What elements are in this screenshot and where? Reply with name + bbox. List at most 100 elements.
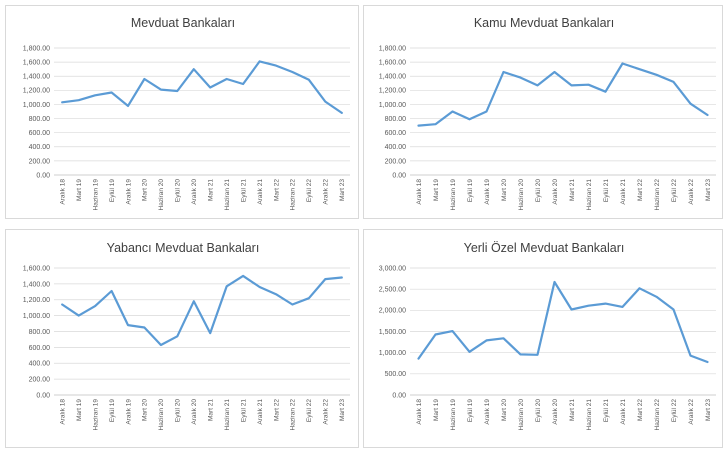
x-tick-label: Haziran 19: [450, 179, 457, 211]
x-tick-label: Haziran 21: [586, 179, 593, 211]
x-tick-label: Haziran 21: [224, 179, 231, 211]
x-tick-label: Eylül 21: [603, 179, 610, 203]
x-tick-label: Eylül 20: [535, 179, 542, 203]
series-line: [417, 280, 709, 364]
y-tick-label: 2,000.00: [379, 308, 406, 315]
x-tick-label: Eylül 21: [240, 179, 247, 203]
chart-panel-kamu: Kamu Mevduat Bankaları 0.00 200.00 400.00 60…: [363, 5, 723, 219]
x-tick-label: Haziran 20: [158, 179, 165, 211]
x-tick-label: Aralık 19: [484, 399, 491, 425]
chart-panel-yerli-ozel: Yerli Özel Mevduat Bankaları 0.00 500.00 1,…: [363, 229, 723, 448]
series-line: [61, 60, 343, 115]
y-tick-label: 1,600.00: [379, 60, 406, 67]
x-tick-label: Eylül 19: [467, 179, 474, 203]
x-tick-label: Eylül 22: [306, 399, 313, 423]
x-tick-label: Mart 21: [569, 399, 576, 421]
x-tick-label: Eylül 20: [175, 399, 182, 423]
x-tick-label: Mart 22: [637, 179, 644, 201]
y-tick-label: 600.00: [29, 130, 51, 137]
x-tick-label: Aralık 22: [688, 179, 695, 205]
x-tick-label: Eylül 19: [467, 399, 474, 423]
x-tick-label: Mart 19: [76, 179, 83, 201]
x-tick-label: Haziran 19: [450, 399, 457, 431]
x-tick-label: Mart 19: [76, 399, 83, 421]
chart-panel-mevduat: Mevduat Bankaları 0.00 200.00 400.00 600.00 8…: [5, 5, 359, 219]
x-tick-label: Haziran 20: [518, 399, 525, 431]
x-tick-label: Mart 19: [433, 179, 440, 201]
x-tick-label: Haziran 21: [224, 399, 231, 431]
x-tick-label: Mart 23: [705, 399, 712, 421]
y-tick-label: 1,500.00: [379, 329, 406, 336]
x-tick-label: Aralık 20: [191, 179, 198, 205]
x-tick-label: Haziran 22: [290, 399, 297, 431]
x-tick-label: Mart 20: [501, 179, 508, 201]
series-line: [61, 274, 343, 347]
y-tick-label: 1,200.00: [23, 297, 50, 304]
x-tick-label: Eylül 20: [175, 179, 182, 203]
y-tick-label: 2,500.00: [379, 287, 406, 294]
x-tick-label: Mart 20: [142, 179, 149, 201]
x-tick-label: Aralık 21: [620, 399, 627, 425]
chart-svg-yerli-ozel: Yerli Özel Mevduat Bankaları 0.00 500.00 1,…: [379, 241, 716, 431]
x-tick-label: Mart 23: [339, 179, 346, 201]
y-tick-label: 0.00: [36, 392, 50, 399]
x-tick-label: Eylül 19: [109, 399, 116, 423]
y-tick-label: 0.00: [392, 172, 406, 179]
y-tick-label: 1,600.00: [23, 60, 50, 67]
chart-title: Kamu Mevduat Bankaları: [474, 16, 614, 30]
y-tick-label: 400.00: [29, 361, 51, 368]
x-tick-label: Haziran 22: [290, 179, 297, 211]
x-tick-label: Mart 23: [339, 399, 346, 421]
chart-svg-yabanci: Yabancı Mevduat Bankaları 0.00 200.00 400.0…: [23, 241, 350, 431]
y-tick-label: 400.00: [29, 144, 51, 151]
x-tick-label: Haziran 20: [518, 179, 525, 211]
chart-title: Yabancı Mevduat Bankaları: [107, 241, 260, 255]
y-tick-label: 500.00: [385, 371, 407, 378]
x-tick-label: Aralık 19: [125, 399, 132, 425]
chart-svg-mevduat: Mevduat Bankaları 0.00 200.00 400.00 600.00 8…: [23, 16, 350, 211]
x-tick-label: Aralık 18: [60, 179, 67, 205]
x-tick-label: Mart 22: [273, 399, 280, 421]
series-line: [417, 62, 709, 127]
x-tick-label: Mart 22: [273, 179, 280, 201]
y-tick-label: 800.00: [29, 329, 51, 336]
y-tick-label: 200.00: [29, 377, 51, 384]
x-tick-label: Mart 22: [637, 399, 644, 421]
x-tick-label: Aralık 19: [484, 179, 491, 205]
x-tick-label: Haziran 19: [92, 399, 99, 431]
y-tick-label: 0.00: [36, 172, 50, 179]
y-tick-label: 800.00: [29, 116, 51, 123]
x-tick-label: Aralık 22: [323, 399, 330, 425]
x-tick-label: Eylül 21: [240, 399, 247, 423]
x-tick-label: Haziran 20: [158, 399, 165, 431]
chart-title: Yerli Özel Mevduat Bankaları: [464, 241, 625, 255]
x-tick-label: Aralık 18: [416, 399, 423, 425]
x-tick-label: Eylül 22: [671, 179, 678, 203]
y-tick-label: 1,800.00: [23, 45, 50, 52]
y-tick-label: 1,800.00: [379, 45, 406, 52]
x-tick-label: Aralık 21: [257, 399, 264, 425]
y-tick-label: 1,000.00: [379, 102, 406, 109]
y-tick-label: 1,000.00: [23, 102, 50, 109]
x-tick-label: Mart 21: [208, 179, 215, 201]
y-tick-label: 1,000.00: [379, 350, 406, 357]
x-tick-label: Haziran 19: [92, 179, 99, 211]
y-tick-label: 400.00: [385, 144, 407, 151]
y-tick-label: 1,600.00: [23, 265, 50, 272]
y-tick-label: 1,400.00: [23, 74, 50, 81]
y-tick-label: 1,200.00: [23, 88, 50, 95]
x-tick-label: Mart 21: [569, 179, 576, 201]
y-tick-label: 200.00: [385, 158, 407, 165]
x-tick-label: Mart 20: [501, 399, 508, 421]
y-tick-label: 800.00: [385, 116, 407, 123]
chart-title: Mevduat Bankaları: [131, 16, 235, 30]
x-tick-label: Aralık 22: [688, 399, 695, 425]
x-tick-label: Aralık 20: [191, 399, 198, 425]
x-tick-label: Eylül 22: [671, 399, 678, 423]
x-tick-label: Aralık 20: [552, 179, 559, 205]
y-tick-label: 1,000.00: [23, 313, 50, 320]
x-tick-label: Aralık 19: [125, 179, 132, 205]
x-tick-label: Aralık 21: [620, 179, 627, 205]
x-tick-label: Mart 23: [705, 179, 712, 201]
x-tick-label: Haziran 22: [654, 179, 661, 211]
